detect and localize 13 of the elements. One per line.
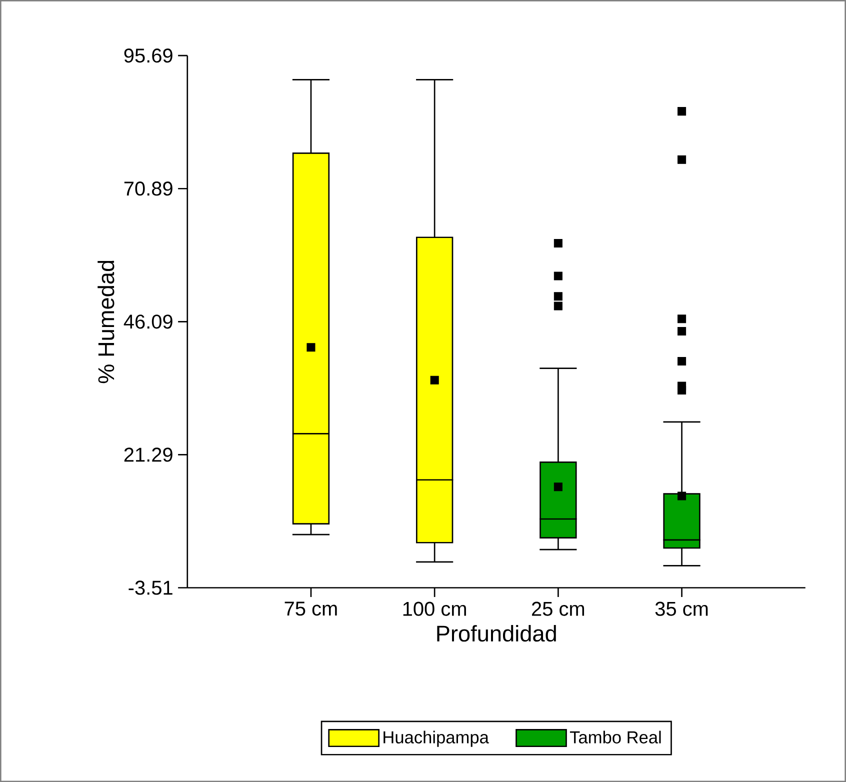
x-tick-label: 25 cm — [532, 602, 584, 616]
y-tick-label: 70.89 — [124, 182, 172, 196]
x-tick-label: 75 cm — [284, 602, 337, 616]
legend-label: Tambo Real — [570, 730, 661, 744]
x-tick-label: 100 cm — [403, 602, 466, 616]
legend-label: Huachipampa — [384, 730, 489, 747]
y-axis-title: % Humedad — [98, 260, 114, 384]
y-tick-label: 21.29 — [124, 448, 172, 462]
y-tick-label: -3.51 — [128, 580, 172, 595]
y-tick-label: 46.09 — [124, 314, 172, 329]
x-tick-label: 35 cm — [655, 602, 708, 616]
y-tick-label: 95.69 — [124, 48, 172, 63]
x-axis-title: Profundidad — [437, 625, 556, 642]
